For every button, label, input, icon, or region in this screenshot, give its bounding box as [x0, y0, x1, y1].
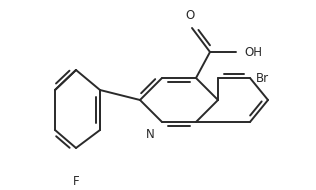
Text: OH: OH [244, 45, 262, 59]
Text: F: F [73, 175, 79, 188]
Text: O: O [185, 9, 195, 22]
Text: Br: Br [256, 71, 269, 85]
Text: N: N [146, 128, 155, 141]
